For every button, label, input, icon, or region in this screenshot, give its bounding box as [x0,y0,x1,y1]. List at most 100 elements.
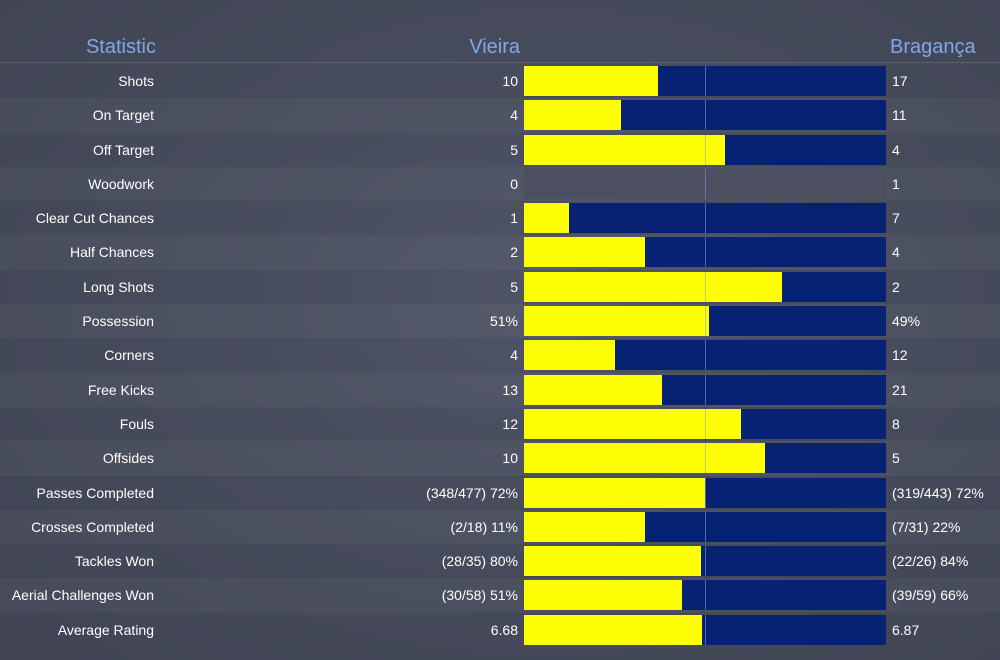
away-value: 2 [892,278,900,295]
stats-table: Shots 10 17 On Target 4 11 Off Target 5 4 Woodwor… [0,64,1000,647]
comparison-bar [524,443,886,474]
bar-midline [705,134,706,165]
stats-header: Statistic Vieira Bragança [0,0,1000,62]
stat-label: Off Target [93,141,154,158]
away-value: 8 [892,415,900,432]
stat-row[interactable]: On Target 4 11 [0,98,1000,132]
away-value: 4 [892,141,900,158]
stat-row[interactable]: Shots 10 17 [0,64,1000,98]
stat-label: Tackles Won [74,553,154,570]
bar-midline [705,374,706,405]
stat-row[interactable]: Aerial Challenges Won (30/58) 51% (39/59) … [0,578,1000,612]
home-value: 1 [510,210,518,227]
stat-row[interactable]: Free Kicks 13 21 [0,373,1000,407]
home-value: 5 [510,141,518,158]
home-team-header[interactable]: Vieira [469,36,520,58]
away-value: (319/443) 72% [892,484,984,501]
away-value: (39/59) 66% [892,587,969,604]
home-share-fill [524,374,662,405]
statistic-column-header[interactable]: Statistic [85,36,156,58]
home-value: 10 [502,450,518,467]
home-share-fill [524,580,682,611]
home-share-fill [524,100,621,131]
home-share-fill [524,546,701,577]
home-share-fill [524,443,765,474]
stat-row[interactable]: Woodwork 0 1 [0,167,1000,201]
away-value: 12 [892,347,908,364]
comparison-bar [524,511,886,542]
bar-midline [705,168,706,199]
home-value: 13 [502,381,518,398]
away-value: 49% [892,313,921,330]
comparison-bar [524,271,886,302]
home-share-fill [524,477,705,508]
comparison-bar [524,340,886,371]
stat-row[interactable]: Fouls 12 8 [0,407,1000,441]
stat-row[interactable]: Possession 51% 49% [0,304,1000,338]
away-value: 5 [892,450,900,467]
home-share-fill [524,306,709,337]
away-value: (22/26) 84% [892,553,969,570]
home-share-fill [524,614,702,645]
home-share-fill [524,408,741,439]
home-value: 6.68 [490,621,518,638]
away-value: 7 [892,210,900,227]
stat-row[interactable]: Tackles Won (28/35) 80% (22/26) 84% [0,544,1000,578]
comparison-bar [524,408,886,439]
stat-row[interactable]: Clear Cut Chances 1 7 [0,201,1000,235]
home-value: 12 [502,415,518,432]
home-value: (2/18) 11% [450,518,518,535]
comparison-bar [524,168,886,199]
stat-label: Possession [82,313,154,330]
stat-row[interactable]: Long Shots 5 2 [0,270,1000,304]
home-value: 5 [510,278,518,295]
bar-midline [705,340,706,371]
stat-label: Clear Cut Chances [35,210,154,227]
stat-label: Half Chances [69,244,154,261]
comparison-bar [524,134,886,165]
away-team-header[interactable]: Bragança [890,36,976,58]
stat-row[interactable]: Off Target 5 4 [0,133,1000,167]
stat-row[interactable]: Average Rating 6.68 6.87 [0,613,1000,647]
bar-midline [705,614,706,645]
home-share-fill [524,66,658,96]
bar-midline [705,66,706,96]
stat-row[interactable]: Passes Completed (348/477) 72% (319/443) 7… [0,476,1000,510]
comparison-bar [524,546,886,577]
stat-row[interactable]: Half Chances 2 4 [0,235,1000,269]
stat-label: Offsides [102,450,154,467]
stat-label: Free Kicks [87,381,154,398]
bar-midline [705,237,706,268]
stat-label: Average Rating [57,621,154,638]
bar-midline [705,546,706,577]
stat-row[interactable]: Corners 4 12 [0,338,1000,372]
bar-midline [705,443,706,474]
home-share-fill [524,134,725,165]
away-value: 4 [892,244,900,261]
bar-midline [705,477,706,508]
home-value: 2 [510,244,518,261]
comparison-bar [524,203,886,234]
away-value: 17 [892,73,908,89]
stat-label: Aerial Challenges Won [11,587,154,604]
comparison-bar [524,477,886,508]
bar-midline [705,203,706,234]
bar-midline [705,580,706,611]
home-value: 10 [502,73,518,89]
home-value: 4 [510,107,518,124]
away-value: 21 [892,381,908,398]
bar-midline [705,511,706,542]
stat-row[interactable]: Crosses Completed (2/18) 11% (7/31) 22% [0,510,1000,544]
home-share-fill [524,340,615,371]
comparison-bar [524,580,886,611]
stat-row[interactable]: Offsides 10 5 [0,441,1000,475]
header-divider [0,62,1000,63]
stat-label: Woodwork [88,175,154,192]
home-value: (348/477) 72% [426,484,518,501]
comparison-bar [524,237,886,268]
stat-label: On Target [92,107,154,124]
home-share-fill [524,271,782,302]
comparison-bar [524,306,886,337]
home-share-fill [524,511,645,542]
stat-label: Fouls [119,415,154,432]
